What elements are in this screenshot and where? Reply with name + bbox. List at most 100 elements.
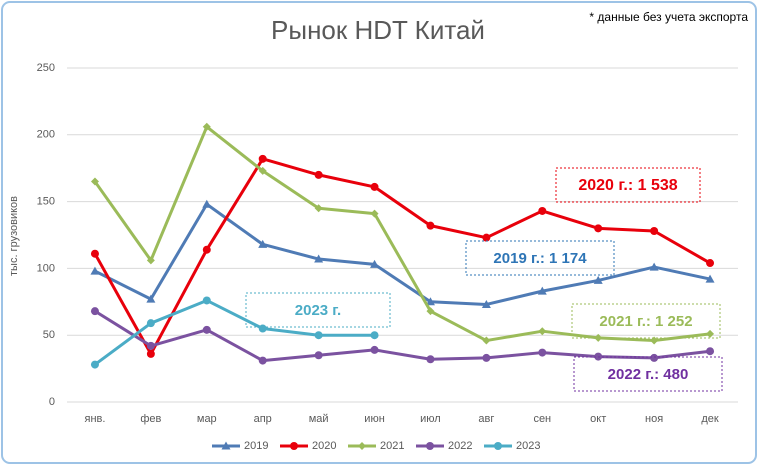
point [314,170,323,179]
annotation-box [245,292,391,328]
point [426,307,435,316]
legend-marker [358,442,366,450]
point [370,345,379,354]
legend-label: 2023 [516,440,540,452]
annotation-box [465,240,615,276]
point [146,256,155,265]
chart-title: Рынок HDT Китай [271,15,485,45]
point [202,245,211,254]
point [258,324,267,333]
legend-label: 2022 [448,440,472,452]
x-tick-label: сен [533,413,551,425]
point [370,182,379,191]
point [146,349,155,358]
point [258,356,267,365]
point [426,221,435,230]
point [706,347,715,356]
point [90,177,99,186]
point [314,351,323,360]
x-tick-label: ноя [645,413,663,425]
x-tick-label: мар [197,413,217,425]
y-tick-label: 200 [37,129,55,141]
x-tick-label: апр [254,413,272,425]
point [426,355,435,364]
annotation: 2021 г.: 1 252 [599,313,692,330]
point [538,327,547,336]
point [90,249,99,258]
annotation-box [555,167,701,203]
note: * данные без учета экспорта [589,10,748,24]
point [202,296,211,305]
y-tick-label: 250 [37,62,55,74]
point [370,259,380,268]
point [370,331,379,340]
point [538,206,547,215]
series-line [93,157,711,356]
point [706,259,715,268]
legend-label: 2019 [244,440,268,452]
point [314,204,323,213]
annotation: 2022 г.: 480 [608,366,689,383]
point [202,325,211,334]
point [650,226,659,235]
point [90,266,100,275]
point [202,199,212,208]
point [258,154,267,163]
point [538,348,547,357]
point [258,239,268,248]
point [370,209,379,218]
point [258,166,267,175]
point [314,254,324,263]
y-tick-label: 0 [49,396,55,408]
point [90,307,99,316]
y-tick-label: 50 [43,329,55,341]
series-line [94,298,375,366]
point [146,319,155,328]
point [90,360,99,369]
point [482,233,491,242]
legend-marker [221,441,231,450]
point [594,333,603,342]
legend-marker [290,442,298,450]
point [482,353,491,362]
annotation: 2020 г.: 1 538 [578,177,677,194]
point [425,297,435,306]
point [593,275,603,284]
point [202,122,211,131]
x-tick-label: авг [478,413,494,425]
x-tick-label: май [309,413,329,425]
series-line [93,125,711,343]
legend-label: 2021 [380,440,404,452]
annotation-box [571,303,721,339]
point [146,294,156,303]
point [650,353,659,362]
y-tick-label: 100 [37,262,55,274]
y-axis-label: тыс. грузовиков [8,196,20,276]
x-tick-label: фев [140,413,161,425]
point [146,341,155,350]
x-tick-label: июл [420,413,441,425]
x-tick-label: окт [590,413,606,425]
point [649,262,659,271]
annotation: 2019 г.: 1 174 [493,250,587,267]
point [481,299,491,308]
x-tick-label: июн [364,413,384,425]
point [482,336,491,345]
x-tick-label: дек [701,413,719,425]
point [314,331,323,340]
point [705,274,715,283]
annotation: 2023 г. [295,302,341,319]
annotation-box [573,356,723,392]
y-tick-label: 150 [37,196,55,208]
legend-marker [494,442,502,450]
legend-marker [426,442,434,450]
series-line [94,202,711,306]
point [706,329,715,338]
point [594,224,603,233]
point [537,286,547,295]
x-tick-label: янв. [84,413,105,425]
point [650,336,659,345]
legend-label: 2020 [312,440,336,452]
